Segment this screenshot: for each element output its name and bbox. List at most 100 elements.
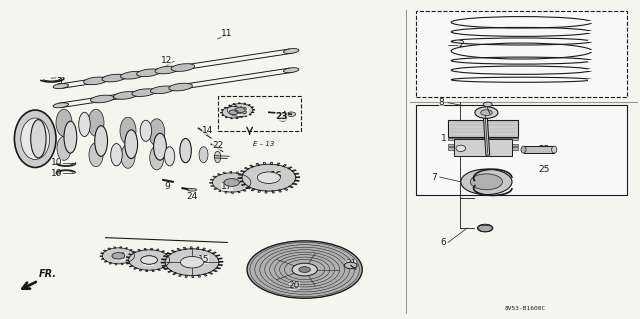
Ellipse shape [57,137,71,160]
Ellipse shape [121,144,135,168]
Ellipse shape [125,130,138,159]
Ellipse shape [64,121,77,153]
Ellipse shape [284,48,299,54]
Bar [416,105,627,195]
Circle shape [247,241,362,298]
Circle shape [112,253,125,259]
Ellipse shape [456,145,466,152]
Ellipse shape [21,118,50,160]
Bar [448,138,518,140]
Circle shape [235,108,245,113]
Ellipse shape [31,120,46,158]
Ellipse shape [171,64,195,71]
Ellipse shape [155,66,179,74]
Ellipse shape [102,74,125,82]
Ellipse shape [150,86,174,94]
Ellipse shape [95,126,108,156]
Circle shape [257,172,280,183]
Ellipse shape [111,144,122,166]
Ellipse shape [284,68,299,73]
Bar [218,96,301,131]
Circle shape [227,104,253,116]
Text: 8: 8 [439,98,444,107]
Circle shape [258,172,280,183]
Text: 2: 2 [458,40,463,49]
Bar [416,11,627,97]
Ellipse shape [88,109,104,137]
Bar [524,146,554,153]
Ellipse shape [199,147,208,163]
Text: 7: 7 [431,173,436,182]
Text: 8V53-B1600C: 8V53-B1600C [504,306,545,311]
Circle shape [287,112,296,116]
Circle shape [129,250,170,270]
Ellipse shape [150,146,164,170]
Circle shape [141,256,157,264]
Text: 18: 18 [143,257,154,266]
Ellipse shape [56,109,72,137]
Circle shape [102,248,134,264]
Text: 21: 21 [345,259,356,268]
Ellipse shape [552,146,557,153]
Text: 24: 24 [186,192,198,201]
Ellipse shape [214,151,221,163]
Ellipse shape [84,77,107,85]
Bar [448,147,518,150]
Text: 17: 17 [221,182,233,191]
Text: 5: 5 [538,145,543,154]
Ellipse shape [140,120,152,141]
Circle shape [229,110,238,115]
Ellipse shape [79,112,90,137]
Bar [448,144,518,146]
Text: 12: 12 [161,56,172,65]
Text: 19: 19 [115,252,126,261]
Circle shape [165,249,219,276]
Circle shape [279,117,287,121]
Ellipse shape [154,133,166,160]
Text: 15: 15 [198,256,209,264]
Ellipse shape [136,69,160,77]
Text: E – 13: E – 13 [253,141,274,147]
Text: 14: 14 [202,126,214,135]
Text: 25: 25 [538,145,550,154]
Circle shape [475,107,498,118]
Circle shape [477,224,493,232]
Text: 23: 23 [275,112,288,121]
Circle shape [470,174,502,190]
Ellipse shape [180,138,191,163]
Circle shape [461,169,512,195]
Text: 1: 1 [441,134,446,143]
Ellipse shape [149,119,165,146]
Text: 11: 11 [221,29,233,38]
Ellipse shape [120,117,136,144]
Bar [448,120,518,137]
Circle shape [481,110,492,115]
Bar [454,139,512,156]
Circle shape [141,256,157,264]
Circle shape [180,256,204,268]
Text: 22: 22 [212,141,223,150]
Text: 20: 20 [289,281,300,290]
Circle shape [344,262,357,269]
Circle shape [181,257,203,268]
Ellipse shape [53,84,68,89]
Ellipse shape [132,89,156,96]
Text: 16: 16 [269,171,282,180]
Circle shape [242,164,296,191]
Text: 9: 9 [165,182,170,191]
Circle shape [299,267,310,272]
Ellipse shape [187,189,197,191]
Circle shape [292,263,317,276]
Text: 3: 3 [56,77,61,86]
Circle shape [222,107,245,118]
Ellipse shape [15,110,56,167]
Ellipse shape [164,147,175,166]
Ellipse shape [169,83,193,91]
Circle shape [212,173,251,192]
Ellipse shape [521,146,526,153]
Circle shape [224,179,239,186]
Text: 10: 10 [51,169,62,178]
Ellipse shape [90,95,114,103]
Circle shape [483,102,492,107]
Text: 13: 13 [237,107,249,116]
